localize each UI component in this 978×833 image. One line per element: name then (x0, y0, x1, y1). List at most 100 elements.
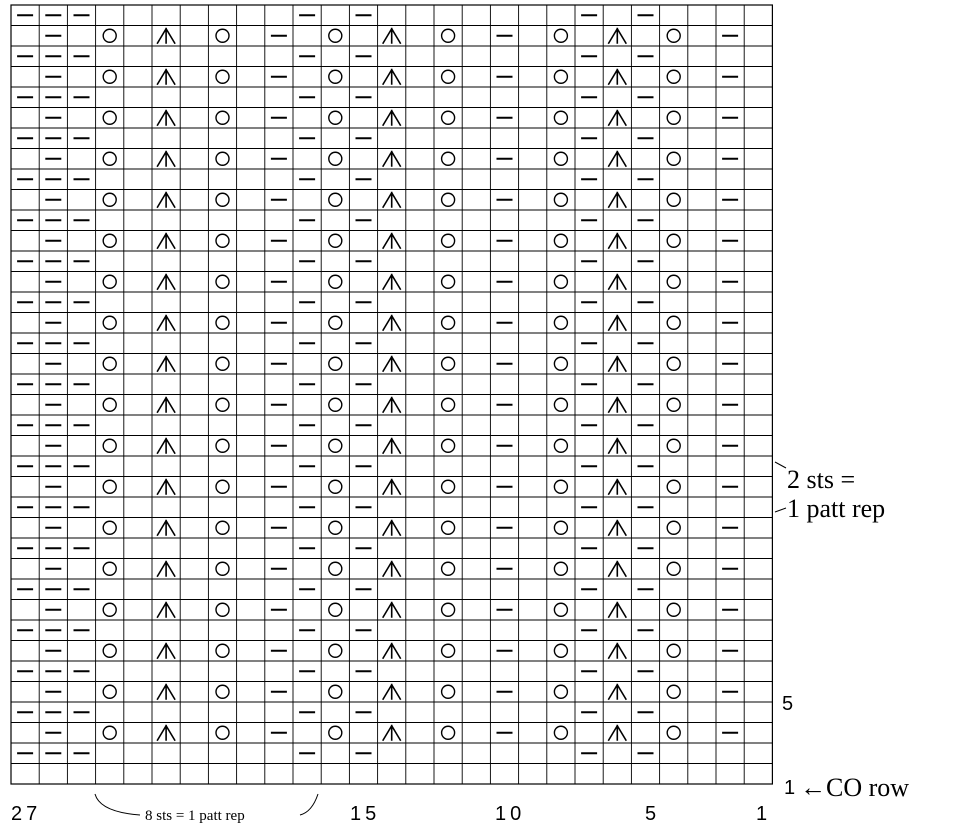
centered-double-decrease-symbol (156, 519, 176, 537)
centered-double-decrease-symbol (156, 560, 176, 578)
yarn-over-symbol (102, 274, 117, 289)
yarn-over-symbol (666, 28, 681, 43)
yarn-over-symbol (215, 438, 230, 453)
stitch-number-10: 10 (495, 803, 525, 825)
yarn-over-symbol (215, 684, 230, 699)
yarn-over-symbol (553, 274, 569, 289)
double-decrease-strokes (607, 396, 627, 414)
yarn-over-symbol (553, 192, 569, 207)
centered-double-decrease-symbol (607, 683, 627, 701)
double-decrease-strokes (607, 355, 627, 373)
yarn-over-symbol (553, 520, 569, 535)
yarn-over-symbol (215, 643, 230, 658)
yarn-over-symbol (102, 520, 117, 535)
yarn-over-symbol (215, 110, 230, 125)
yarn-over-symbol (328, 192, 343, 207)
centered-double-decrease-symbol (382, 478, 402, 496)
double-decrease-strokes (607, 560, 627, 578)
centered-double-decrease-symbol (156, 642, 176, 660)
centered-double-decrease-symbol (382, 519, 402, 537)
double-decrease-strokes (382, 314, 402, 332)
yarn-over-symbol (102, 684, 117, 699)
centered-double-decrease-symbol (156, 437, 176, 455)
yarn-over-symbol (102, 725, 117, 740)
double-decrease-strokes (607, 273, 627, 291)
yarn-over-symbol (440, 602, 456, 617)
centered-double-decrease-symbol (382, 232, 402, 250)
yarn-over-symbol (215, 69, 230, 84)
repeat-bracket-right (774, 461, 787, 513)
centered-double-decrease-symbol (607, 642, 627, 660)
yarn-over-symbol (553, 151, 569, 166)
double-decrease-strokes (607, 232, 627, 250)
yarn-over-symbol (215, 397, 230, 412)
yarn-over-symbol (666, 151, 681, 166)
double-decrease-strokes (156, 273, 176, 291)
centered-double-decrease-symbol (382, 683, 402, 701)
yarn-over-symbol (215, 561, 230, 576)
centered-double-decrease-symbol (382, 109, 402, 127)
stitch-number-27: 27 (11, 803, 41, 825)
yarn-over-symbol (102, 233, 117, 248)
double-decrease-strokes (156, 642, 176, 660)
double-decrease-strokes (156, 232, 176, 250)
stitch-repeat-label: 8 sts = 1 patt rep (145, 808, 245, 824)
centered-double-decrease-symbol (156, 27, 176, 45)
yarn-over-symbol (440, 561, 456, 576)
double-decrease-strokes (156, 150, 176, 168)
yarn-over-symbol (666, 520, 681, 535)
centered-double-decrease-symbol (607, 27, 627, 45)
yarn-over-symbol (215, 602, 230, 617)
yarn-over-symbol (553, 110, 569, 125)
double-decrease-strokes (156, 560, 176, 578)
double-decrease-strokes (382, 150, 402, 168)
stitch-number-1: 1 (756, 803, 767, 825)
yarn-over-symbol (215, 356, 230, 371)
yarn-over-symbol (666, 274, 681, 289)
yarn-over-symbol (328, 520, 343, 535)
double-decrease-strokes (382, 478, 402, 496)
yarn-over-symbol (328, 602, 343, 617)
yarn-over-symbol (102, 479, 117, 494)
centered-double-decrease-symbol (607, 355, 627, 373)
double-decrease-strokes (607, 519, 627, 537)
yarn-over-symbol (553, 438, 569, 453)
yarn-over-symbol (553, 561, 569, 576)
centered-double-decrease-symbol (156, 683, 176, 701)
chart-symbols (17, 14, 739, 755)
double-decrease-strokes (156, 519, 176, 537)
yarn-over-symbol (666, 725, 681, 740)
yarn-over-symbol (440, 725, 456, 740)
yarn-over-symbol (215, 479, 230, 494)
repeat-bracket-bottom (94, 793, 319, 816)
yarn-over-symbol (328, 725, 343, 740)
yarn-over-symbol (666, 356, 681, 371)
double-decrease-strokes (382, 437, 402, 455)
yarn-over-symbol (328, 28, 343, 43)
yarn-over-symbol (666, 438, 681, 453)
centered-double-decrease-symbol (382, 601, 402, 619)
double-decrease-strokes (382, 68, 402, 86)
double-decrease-strokes (382, 724, 402, 742)
centered-double-decrease-symbol (156, 396, 176, 414)
double-decrease-strokes (156, 27, 176, 45)
centered-double-decrease-symbol (607, 314, 627, 332)
double-decrease-strokes (607, 109, 627, 127)
yarn-over-symbol (215, 192, 230, 207)
centered-double-decrease-symbol (156, 273, 176, 291)
row-repeat-label-top: 2 sts = (787, 465, 855, 494)
yarn-over-symbol (553, 479, 569, 494)
centered-double-decrease-symbol (156, 724, 176, 742)
double-decrease-strokes (607, 314, 627, 332)
yarn-over-symbol (666, 643, 681, 658)
yarn-over-symbol (440, 684, 456, 699)
yarn-over-symbol (215, 725, 230, 740)
yarn-over-symbol (328, 356, 343, 371)
yarn-over-symbol (328, 69, 343, 84)
yarn-over-symbol (215, 233, 230, 248)
yarn-over-symbol (328, 397, 343, 412)
yarn-over-symbol (328, 438, 343, 453)
double-decrease-strokes (607, 642, 627, 660)
centered-double-decrease-symbol (156, 109, 176, 127)
